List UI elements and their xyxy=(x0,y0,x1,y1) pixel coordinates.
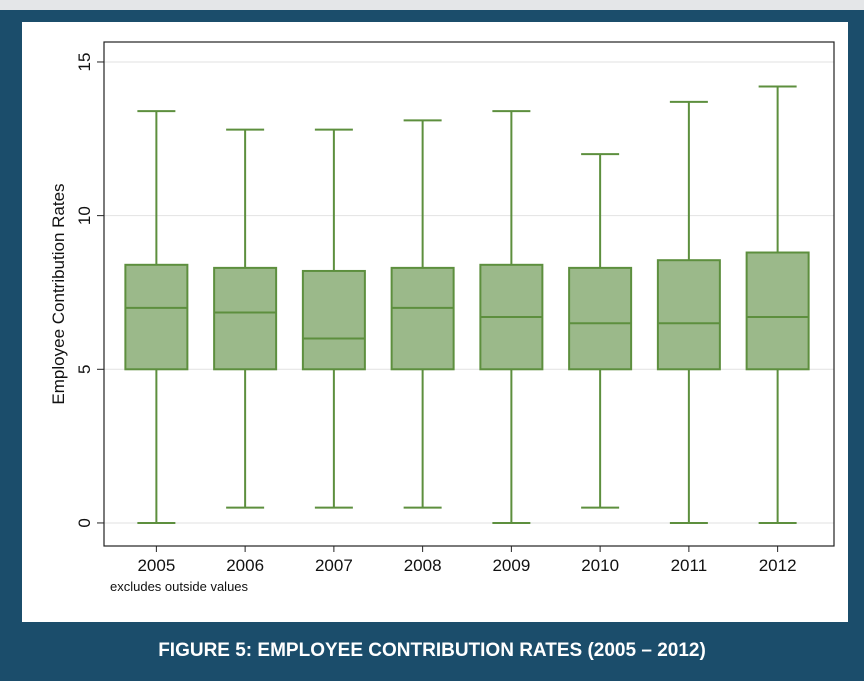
y-tick-label: 5 xyxy=(75,365,94,374)
top-band xyxy=(0,0,864,10)
note: excludes outside values xyxy=(110,579,249,594)
box xyxy=(390,266,455,371)
x-tick-label: 2012 xyxy=(759,556,797,575)
box xyxy=(301,269,366,371)
box xyxy=(745,251,810,371)
box xyxy=(656,259,721,371)
plot-frame xyxy=(103,41,835,547)
box xyxy=(568,266,633,371)
chart: Employee Contribution Rates excludes out… xyxy=(49,41,835,594)
x-tick-label: 2007 xyxy=(315,556,353,575)
x-tick-label: 2010 xyxy=(581,556,619,575)
y-tick-label: 15 xyxy=(75,53,94,72)
x-tick-label: 2006 xyxy=(226,556,264,575)
x-tick-label: 2009 xyxy=(492,556,530,575)
box xyxy=(213,266,278,371)
y-tick-label: 10 xyxy=(75,206,94,225)
y-tick-label: 0 xyxy=(75,518,94,527)
box xyxy=(124,263,189,371)
x-tick-label: 2005 xyxy=(137,556,175,575)
x-tick-label: 2008 xyxy=(404,556,442,575)
y-axis-title: Employee Contribution Rates xyxy=(49,183,68,404)
figure-caption: FIGURE 5: EMPLOYEE CONTRIBUTION RATES (2… xyxy=(158,640,706,661)
x-tick-label: 2011 xyxy=(671,556,708,575)
